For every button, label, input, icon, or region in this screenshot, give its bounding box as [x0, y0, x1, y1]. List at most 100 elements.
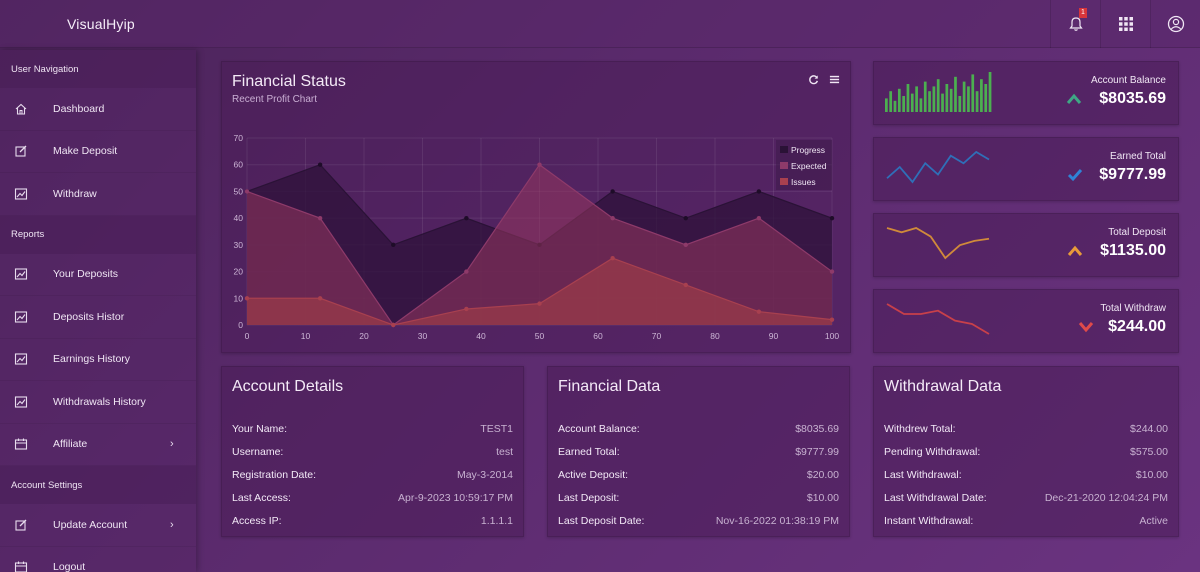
sidebar: User Navigation Dashboard Make Deposit W… [0, 50, 196, 572]
x-tick-label: 20 [359, 331, 369, 341]
data-point [317, 296, 323, 301]
data-point [317, 215, 323, 221]
detail-row: Last Withdrawal: $10.00 [884, 463, 1168, 486]
data-point [244, 189, 250, 194]
panel-title: Withdrawal Data [884, 378, 1002, 395]
arrow-down-icon [1078, 322, 1094, 333]
spark-bar [984, 84, 988, 112]
data-point [610, 189, 615, 194]
detail-key: Last Withdrawal Date: [884, 491, 987, 504]
sidebar-item-your-deposits[interactable]: Your Deposits [0, 254, 196, 296]
notifications-button[interactable]: 1 [1050, 0, 1100, 48]
check-icon [1067, 169, 1083, 182]
detail-value: TEST1 [480, 422, 513, 435]
detail-key: Username: [232, 445, 284, 458]
sidebar-item-logout[interactable]: Logout [0, 547, 196, 572]
spark-bar [971, 74, 975, 112]
sidebar-item-withdrawals-history[interactable]: Withdrawals History [0, 381, 196, 424]
sidebar-item-withdraw[interactable]: Withdraw [0, 173, 196, 216]
sidebar-item-update-account[interactable]: Update Account › [0, 504, 196, 547]
user-menu-button[interactable] [1150, 0, 1200, 48]
x-tick-label: 80 [710, 331, 720, 341]
menu-icon[interactable] [829, 74, 840, 85]
spark-line [886, 227, 990, 260]
apps-button[interactable] [1100, 0, 1150, 48]
legend-label: Issues [791, 177, 816, 187]
spark-bar [958, 96, 962, 112]
chart-icon [14, 268, 28, 280]
y-tick-label: 40 [234, 213, 244, 223]
sparkline-chart [885, 72, 992, 112]
x-tick-label: 30 [418, 331, 428, 341]
data-point [317, 162, 323, 167]
profit-chart: 0 10 20 30 40 50 60 70 0 10 20 30 40 50 60 70 80 90 100 Pro… [234, 133, 840, 341]
sidebar-item-label: Dashboard [53, 102, 105, 115]
sidebar-item-dashboard[interactable]: Dashboard [0, 88, 196, 131]
spark-line [886, 303, 990, 335]
legend-swatch [780, 162, 788, 169]
data-point [391, 322, 396, 328]
stat-card-account-balance: Account Balance $8035.69 [873, 61, 1179, 125]
detail-row: Account Balance: $8035.69 [558, 417, 839, 440]
y-tick-label: 20 [234, 267, 244, 277]
legend-swatch [780, 178, 788, 185]
stat-label: Account Balance [1090, 75, 1166, 86]
x-tick-label: 100 [825, 331, 839, 341]
data-point [829, 269, 835, 274]
stat-value: $8035.69 [1099, 90, 1166, 107]
data-point [464, 306, 469, 312]
refresh-icon[interactable] [808, 74, 819, 85]
chevron-right-icon: › [170, 518, 174, 531]
detail-value: test [496, 445, 513, 458]
detail-row: Registration Date: May-3-2014 [232, 463, 513, 486]
brand-logo[interactable]: VisualHyip [67, 16, 135, 32]
sidebar-item-label: Logout [53, 561, 86, 572]
detail-value: $575.00 [1130, 445, 1168, 458]
home-icon [15, 103, 27, 115]
data-point [756, 189, 762, 194]
sidebar-item-label: Make Deposit [53, 145, 118, 158]
chart-icon [14, 396, 28, 408]
x-tick-label: 10 [301, 331, 311, 341]
spark-bar [910, 93, 914, 112]
chart-icon [14, 311, 28, 323]
chevron-right-icon: › [170, 438, 174, 451]
sidebar-item-label: Deposits Histor [53, 310, 125, 323]
detail-key: Withdrew Total: [884, 422, 956, 435]
detail-value: May-3-2014 [456, 468, 513, 481]
spark-bar [906, 84, 910, 112]
arrow-up-icon [1066, 93, 1082, 104]
x-tick-label: 40 [476, 331, 486, 341]
sidebar-item-label: Affiliate [53, 438, 88, 451]
sidebar-item-affiliate[interactable]: Affiliate › [0, 424, 196, 466]
detail-row: Pending Withdrawal: $575.00 [884, 440, 1168, 463]
spark-bar [923, 81, 927, 112]
y-tick-label: 50 [234, 186, 244, 196]
detail-row: Withdrew Total: $244.00 [884, 417, 1168, 440]
data-point [464, 215, 469, 221]
detail-value: $244.00 [1130, 422, 1168, 435]
detail-value: Nov-16-2022 01:38:19 PM [715, 514, 839, 527]
sidebar-item-make-deposit[interactable]: Make Deposit [0, 131, 196, 173]
spark-bar [967, 86, 970, 112]
detail-key: Instant Withdrawal: [884, 514, 974, 527]
stat-card-total-withdraw: Total Withdraw $244.00 [873, 289, 1179, 353]
spark-bar [936, 79, 940, 112]
financial-status-panel: Financial Status Recent Profit Chart 0 10… [221, 61, 851, 353]
y-tick-label: 0 [238, 320, 243, 330]
detail-row: Last Access: Apr-9-2023 10:59:17 PM [232, 486, 513, 509]
sidebar-item-earnings-history[interactable]: Earnings History [0, 339, 196, 381]
notification-badge: 1 [1079, 8, 1087, 18]
detail-row: Your Name: TEST1 [232, 417, 513, 440]
stat-value: $1135.00 [1100, 242, 1166, 259]
detail-key: Last Deposit Date: [558, 514, 645, 527]
edit-icon [15, 145, 27, 157]
sidebar-item-label: Earnings History [53, 353, 131, 366]
detail-row: Last Withdrawal Date: Dec-21-2020 12:04:2… [884, 486, 1168, 509]
panel-title: Financial Data [558, 378, 661, 395]
x-tick-label: 0 [245, 331, 250, 341]
sidebar-item-deposits-history[interactable]: Deposits Histor [0, 296, 196, 339]
chart-legend: Progress Expected Issues [776, 140, 832, 190]
spark-line [886, 150, 990, 184]
sidebar-section-title: Account Settings [0, 466, 196, 504]
